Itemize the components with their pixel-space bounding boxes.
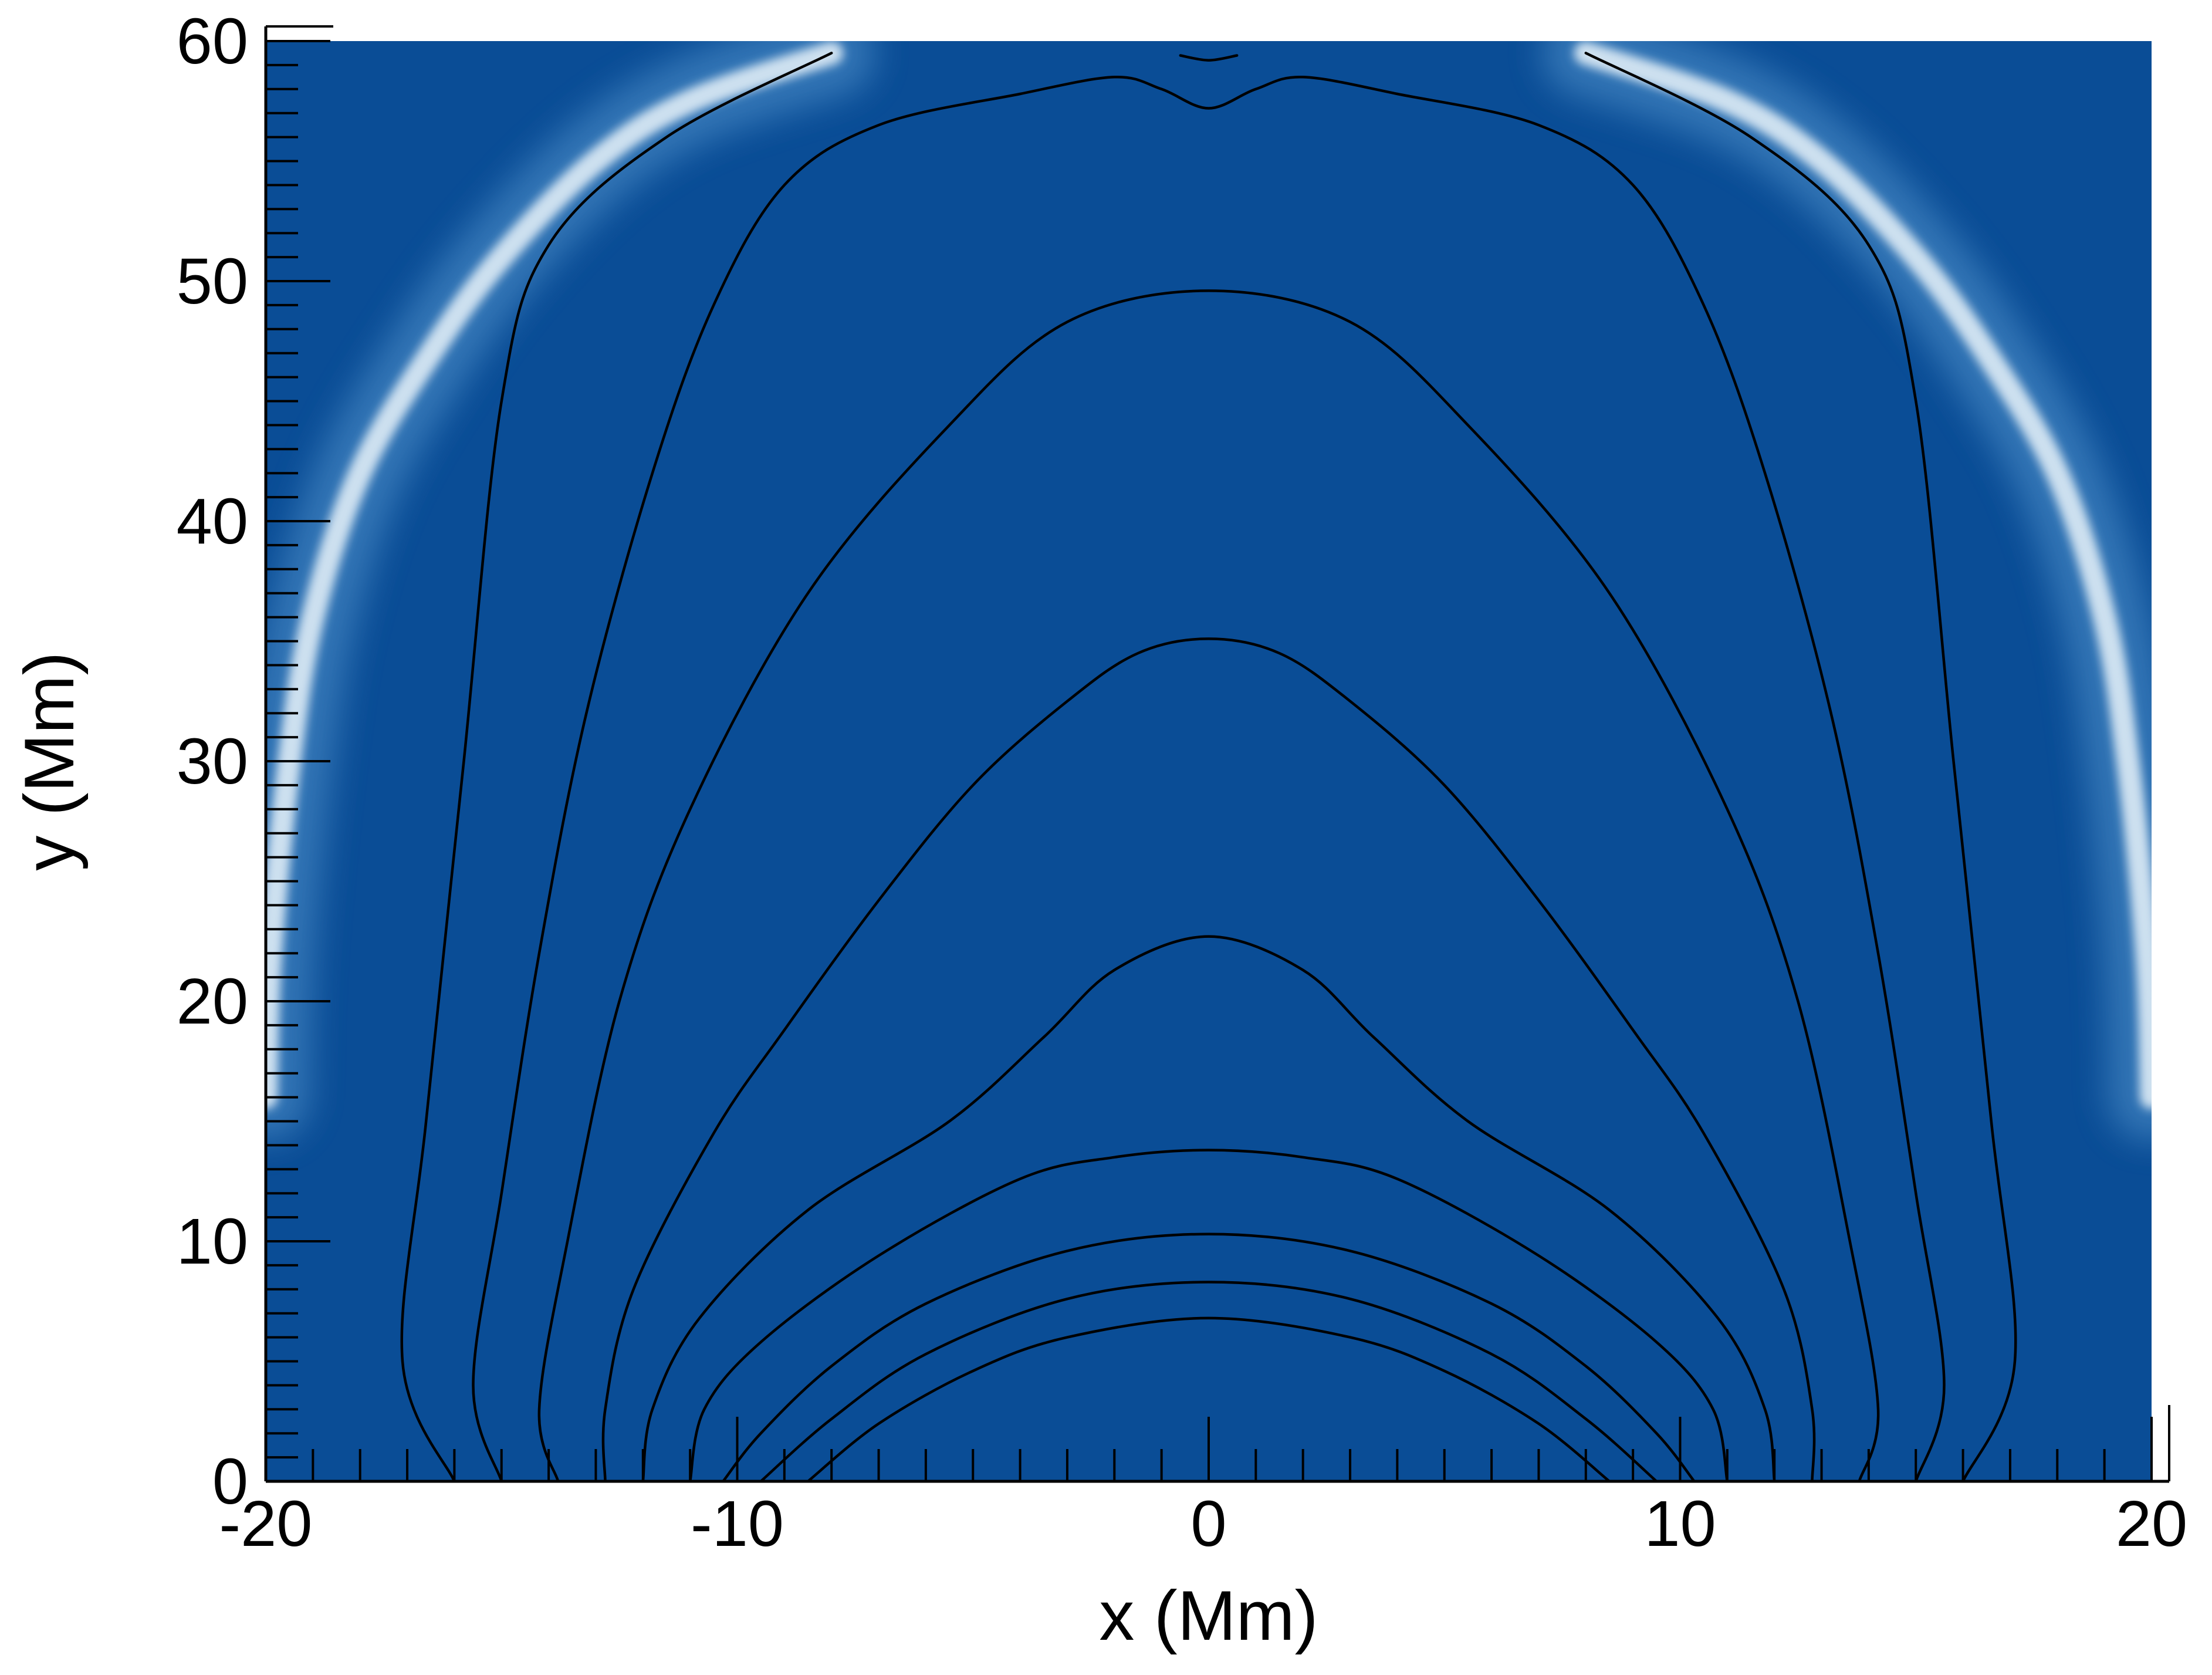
x-tick-label: -20 bbox=[219, 1488, 313, 1560]
x-axis-ticks bbox=[265, 1417, 2153, 1481]
x-tick-label: 20 bbox=[2116, 1488, 2187, 1560]
field-line-11 bbox=[1179, 54, 1239, 62]
y-axis-title: y (Mm) bbox=[10, 651, 89, 870]
field-line-5 bbox=[641, 935, 1776, 1481]
y-tick-label: 40 bbox=[177, 485, 248, 558]
x-axis-title: x (Mm) bbox=[1099, 1576, 1318, 1655]
y-axis-ticks bbox=[266, 40, 330, 1482]
x-tick-label: -10 bbox=[691, 1488, 784, 1560]
y-tick-label: 30 bbox=[177, 725, 248, 798]
bright-band bbox=[266, 41, 2152, 1142]
x-tick-label: 10 bbox=[1644, 1488, 1716, 1560]
y-tick-label: 50 bbox=[177, 245, 248, 318]
field-line-1 bbox=[806, 1316, 1611, 1481]
field-line-10 bbox=[1584, 52, 2017, 1481]
plot-area bbox=[266, 41, 2152, 1481]
bright-band-right-core bbox=[1574, 41, 2152, 1109]
field-line-3 bbox=[722, 1232, 1696, 1481]
field-line-7 bbox=[537, 289, 1880, 1481]
y-tick-label: 10 bbox=[177, 1205, 248, 1278]
field-line-8 bbox=[472, 76, 1946, 1481]
heatmap-background bbox=[266, 41, 2152, 1481]
x-axis-tick-labels: -20 -10 0 10 20 bbox=[219, 1488, 2188, 1560]
y-tick-label: 60 bbox=[177, 5, 248, 77]
y-axis-tick-labels: 0 10 20 30 40 50 60 bbox=[177, 5, 248, 1518]
x-tick-label: 0 bbox=[1190, 1488, 1226, 1560]
bright-band-left-core bbox=[266, 41, 844, 1109]
field-line-2 bbox=[759, 1281, 1658, 1481]
axes bbox=[264, 25, 2170, 1483]
y-tick-label: 0 bbox=[212, 1446, 248, 1518]
field-lines bbox=[400, 52, 2017, 1481]
y-tick-label: 20 bbox=[177, 965, 248, 1038]
field-line-9 bbox=[400, 52, 833, 1481]
field-line-6 bbox=[601, 637, 1816, 1481]
field-line-4 bbox=[688, 1149, 1729, 1481]
